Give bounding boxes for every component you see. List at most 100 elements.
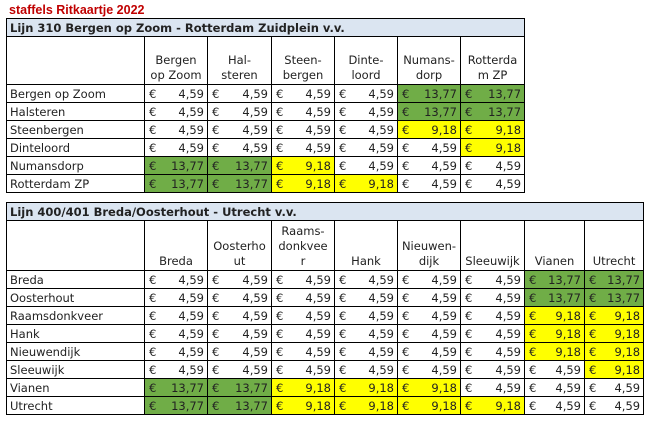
euro-sign: € [212,363,220,377]
fare-value: 4,59 [495,381,521,395]
fare-value: 4,59 [431,291,457,305]
euro-sign: € [276,399,284,413]
fare-cell: €4,59 [144,288,208,307]
euro-sign: € [212,345,220,359]
fare-value: 4,59 [242,123,268,137]
euro-sign: € [402,381,410,395]
euro-sign: € [276,345,284,359]
fare-cell: €4,59 [207,270,272,289]
fare-cell: €4,59 [459,156,526,175]
euro-sign: € [276,177,284,191]
euro-sign: € [339,399,347,413]
euro-sign: € [212,291,220,305]
fare-cell: €4,59 [207,120,272,139]
euro-sign: € [529,399,537,413]
fare-value: 4,59 [305,123,331,137]
fare-cell: €9,18 [460,396,525,415]
euro-sign: € [465,87,473,101]
fare-value: 9,18 [495,399,521,413]
fare-cell: €13,77 [397,84,461,103]
euro-sign: € [276,327,284,341]
fare-value: 4,59 [242,345,268,359]
fare-cell: €4,59 [271,306,335,325]
euro-sign: € [339,159,347,173]
fare-value: 4,59 [305,327,331,341]
fare-value: 9,18 [305,399,331,413]
fare-value: 4,59 [178,141,204,155]
fare-value: 4,59 [368,159,394,173]
fare-value: 13,77 [171,381,204,395]
table-row: Dinteloord €4,59 €4,59 €4,59 €4,59 €4,59 €9,18 [6,138,526,157]
fare-value: 13,77 [171,399,204,413]
fare-value: 9,18 [368,381,394,395]
table-row: Hank €4,59 €4,59 €4,59 €4,59 €4,59 €4,59 €9,18 €… [6,324,645,343]
euro-sign: € [339,273,347,287]
euro-sign: € [149,309,157,323]
table-row: Sleeuwijk €4,59 €4,59 €4,59 €4,59 €4,59 €4,59 €… [6,360,645,379]
euro-sign: € [212,177,220,191]
euro-sign: € [402,291,410,305]
fare-cell: €4,59 [334,306,398,325]
fare-cell: €9,18 [271,378,335,397]
table-row: Oosterhout €4,59 €4,59 €4,59 €4,59 €4,59 €4,59… [6,288,645,307]
fare-cell: €9,18 [459,120,526,139]
fare-value: 4,59 [242,291,268,305]
euro-sign: € [339,381,347,395]
table-title: Lijn 310 Bergen op Zoom - Rotterdam Zuid… [5,18,526,37]
fare-cell: €4,59 [583,396,645,415]
row-label: Raamsdonkveer [6,306,145,325]
fare-value: 4,59 [614,399,641,413]
fare-cell: €13,77 [207,396,272,415]
euro-sign: € [465,399,473,413]
fare-value: 4,59 [495,309,521,323]
euro-sign: € [149,381,157,395]
fare-cell: €13,77 [207,174,272,193]
fare-cell: €4,59 [207,342,272,361]
euro-sign: € [339,123,347,137]
fare-cell: €13,77 [459,102,526,121]
fare-value: 9,18 [305,381,331,395]
fare-value: 13,77 [235,177,268,191]
euro-sign: € [589,273,597,287]
euro-sign: € [149,345,157,359]
euro-sign: € [589,381,597,395]
fare-value: 13,77 [424,87,457,101]
euro-sign: € [276,363,284,377]
euro-sign: € [149,87,157,101]
fare-cell: €9,18 [583,360,645,379]
row-label: Nieuwendijk [6,342,145,361]
euro-sign: € [149,177,157,191]
column-header-oosterho-ut: Oosterho ut [207,220,272,271]
euro-sign: € [402,273,410,287]
fare-value: 9,18 [614,345,641,359]
fare-cell: €9,18 [334,378,398,397]
fare-cell: €4,59 [271,102,335,121]
euro-sign: € [212,309,220,323]
fare-cell: €4,59 [271,360,335,379]
euro-sign: € [149,327,157,341]
fare-value: 4,59 [431,141,457,155]
fare-value: 4,59 [368,87,394,101]
fare-value: 4,59 [555,399,581,413]
fare-value: 13,77 [235,381,268,395]
fare-value: 4,59 [368,327,394,341]
euro-sign: € [276,141,284,155]
euro-sign: € [589,327,597,341]
euro-sign: € [212,399,220,413]
fare-cell: €4,59 [334,120,398,139]
fare-cell: €9,18 [583,324,645,343]
euro-sign: € [276,291,284,305]
fare-value: 4,59 [178,87,204,101]
fare-value: 4,59 [305,309,331,323]
fare-cell: €9,18 [459,138,526,157]
fare-value: 4,59 [614,381,641,395]
fare-value: 13,77 [488,105,522,119]
fare-value: 4,59 [178,309,204,323]
fare-cell: €4,59 [144,120,208,139]
euro-sign: € [276,159,284,173]
euro-sign: € [402,177,410,191]
euro-sign: € [212,105,220,119]
euro-sign: € [589,345,597,359]
fare-cell: €4,59 [207,324,272,343]
fare-cell: €13,77 [207,156,272,175]
